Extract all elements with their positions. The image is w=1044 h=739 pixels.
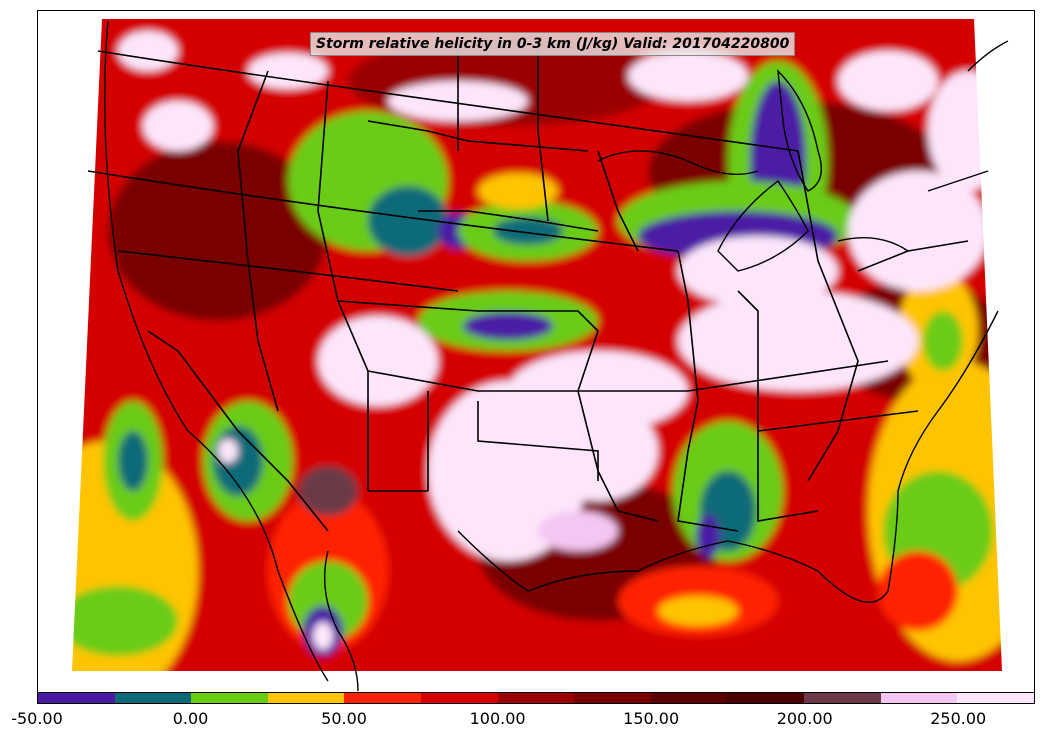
- colorbar-segment: [727, 693, 805, 703]
- colorbar-segment: [650, 693, 728, 703]
- map-title: Storm relative helicity in 0-3 km (J/kg)…: [310, 32, 796, 56]
- colorbar-tick-label: 0.00: [172, 709, 209, 728]
- colorbar-tick-label: 200.00: [776, 709, 833, 728]
- colorbar-segment: [957, 693, 1034, 703]
- helicity-field: [72, 19, 1002, 671]
- colorbar: [37, 692, 1035, 704]
- colorbar-segment: [574, 693, 651, 703]
- colorbar-segment: [38, 693, 115, 703]
- colorbar-segment: [191, 693, 268, 703]
- state-boundaries: [87, 50, 969, 532]
- colorbar-segment: [344, 693, 422, 703]
- map-frame: Storm relative helicity in 0-3 km (J/kg)…: [37, 10, 1035, 694]
- coastlines: [103, 20, 1009, 692]
- colorbar-segment: [421, 693, 498, 703]
- colorbar-segment: [267, 693, 345, 703]
- colorbar-tick-label: 250.00: [930, 709, 987, 728]
- colorbar-segment: [804, 693, 881, 703]
- colorbar-tick-label: -50.00: [11, 709, 63, 728]
- colorbar-segment: [114, 693, 192, 703]
- colorbar-segment: [880, 693, 958, 703]
- colorbar-tick-label: 50.00: [321, 709, 367, 728]
- helicity-map: [72, 19, 1009, 692]
- colorbar-tick-label: 100.00: [469, 709, 526, 728]
- colorbar-segment: [497, 693, 575, 703]
- colorbar-tick-label: 150.00: [623, 709, 680, 728]
